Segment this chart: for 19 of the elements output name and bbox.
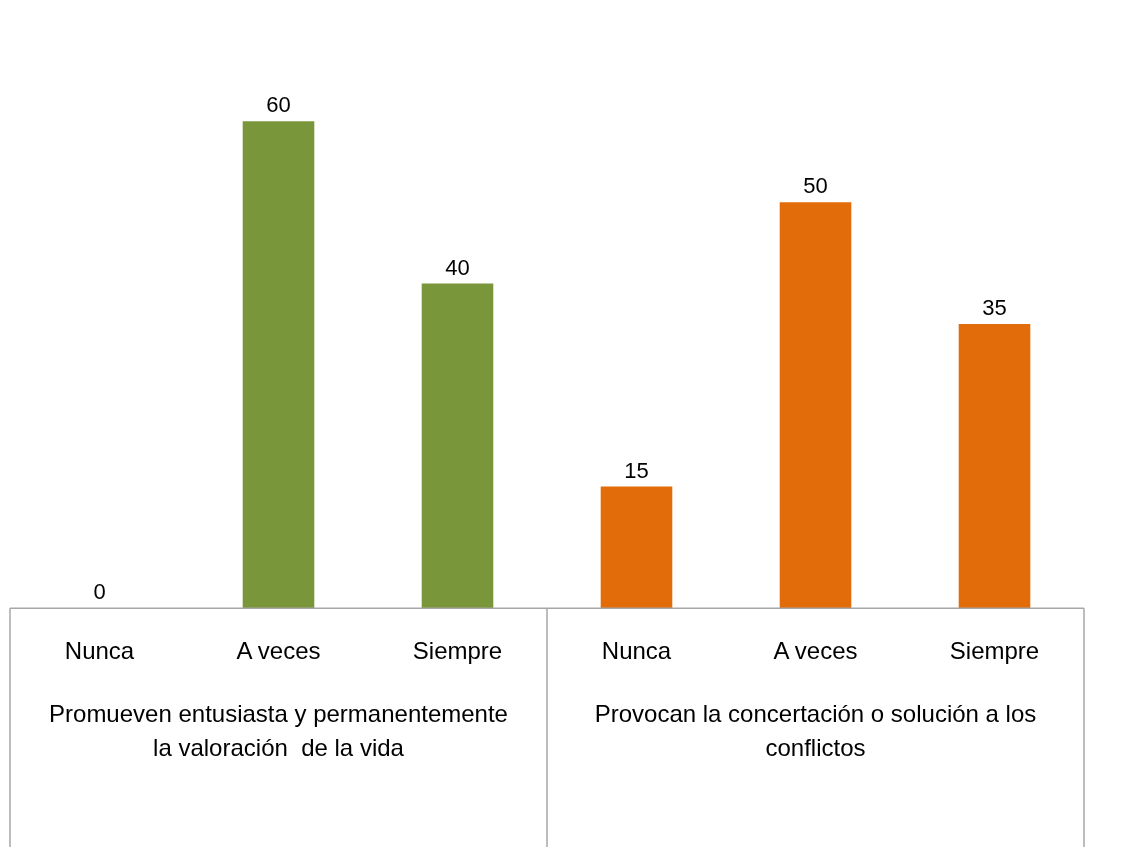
bar — [779, 202, 852, 609]
data-label: 60 — [266, 92, 291, 118]
data-label: 40 — [445, 254, 470, 280]
data-label: 35 — [982, 295, 1007, 321]
text: Provocan la concertación o solución a los conflictos — [594, 699, 1037, 761]
x-tick-label: A veces — [773, 637, 858, 665]
data-label: 0 — [93, 579, 106, 605]
x-tick-label: Nunca — [64, 637, 135, 665]
data-label: 15 — [624, 457, 649, 483]
x-tick-label: Siempre — [412, 637, 503, 665]
bar — [600, 486, 673, 609]
x-tick-label: A veces — [236, 637, 321, 665]
data-label: 50 — [803, 173, 828, 199]
bar — [242, 121, 315, 609]
x-tick-label: Siempre — [949, 637, 1040, 665]
x-tick-label: Nunca — [601, 637, 672, 665]
bar — [958, 324, 1031, 609]
bar — [421, 283, 494, 609]
text: Promueven entusiasta y permanentemente la valoración de la vida — [49, 699, 508, 761]
